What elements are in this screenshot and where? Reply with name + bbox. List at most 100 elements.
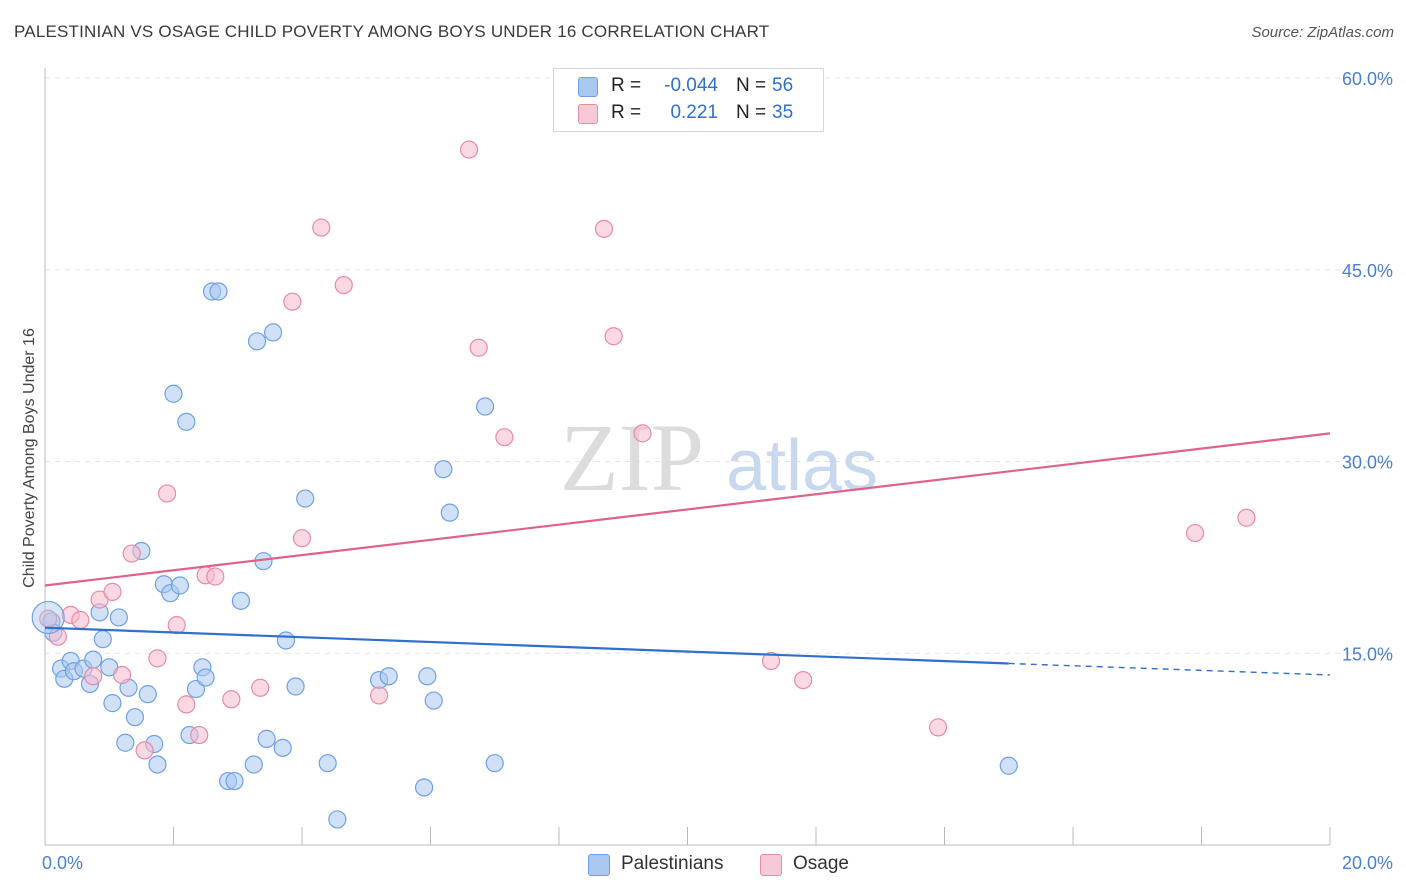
point-osage <box>190 725 209 745</box>
point-palestinians <box>177 412 196 431</box>
point-osage <box>292 529 312 548</box>
point-palestinians <box>84 650 103 669</box>
point-palestinians <box>296 489 315 508</box>
point-palestinians <box>276 631 296 650</box>
point-osage <box>469 338 488 357</box>
point-palestinians <box>116 733 135 752</box>
legend-r-label: R = <box>611 75 642 96</box>
legend-swatch-osage <box>578 104 598 124</box>
data-points <box>31 140 1256 829</box>
point-osage <box>135 741 154 760</box>
y-tick-label: 30.0% <box>1342 453 1393 473</box>
legend-n-label: N = <box>736 102 767 123</box>
point-palestinians <box>286 677 305 696</box>
point-osage <box>370 686 389 705</box>
point-osage <box>1237 508 1256 527</box>
point-palestinians <box>418 667 437 686</box>
point-palestinians <box>414 778 434 797</box>
point-palestinians <box>196 668 215 687</box>
trend-lines <box>44 432 1331 676</box>
point-osage <box>312 218 331 237</box>
point-cluster <box>31 600 65 635</box>
point-osage <box>177 695 196 714</box>
watermark-zip: ZIP <box>560 404 704 511</box>
point-palestinians <box>263 323 283 342</box>
point-osage <box>222 690 241 709</box>
tick-labels: 15.0% 30.0% 45.0% 60.0% 0.0% 20.0% <box>42 69 1393 873</box>
point-palestinians <box>209 282 228 301</box>
legend-n-value: 56 <box>772 75 794 96</box>
y-tick-label: 15.0% <box>1342 644 1393 664</box>
point-palestinians <box>476 397 495 416</box>
point-osage <box>594 219 614 238</box>
correlation-legend: R = -0.044 N = 56 R = 0.221 N = 35 <box>553 68 824 132</box>
chart-title: PALESTINIAN VS OSAGE CHILD POVERTY AMONG… <box>14 22 770 41</box>
axes <box>44 68 1331 846</box>
watermark: ZIP atlas <box>560 404 878 511</box>
point-osage <box>84 667 103 686</box>
series-label-palestinians: Palestinians <box>621 853 724 874</box>
point-palestinians <box>125 708 145 727</box>
point-osage <box>167 616 186 635</box>
point-palestinians <box>440 503 459 522</box>
point-palestinians <box>244 755 263 774</box>
point-palestinians <box>247 332 267 351</box>
point-palestinians <box>93 630 112 649</box>
point-osage <box>761 651 781 671</box>
point-osage <box>251 678 270 697</box>
series-swatch-palestinians <box>588 854 610 876</box>
watermark-atlas: atlas <box>726 426 878 506</box>
point-palestinians <box>424 691 443 710</box>
legend-swatch-palestinians <box>578 77 598 97</box>
legend-r-value: 0.221 <box>670 102 718 123</box>
point-osage <box>334 275 353 295</box>
point-osage <box>206 567 225 586</box>
x-tick-label: 20.0% <box>1342 853 1393 873</box>
series-swatch-osage <box>760 854 782 876</box>
legend-n-label: N = <box>736 75 767 96</box>
point-palestinians <box>138 685 157 704</box>
point-palestinians <box>257 729 276 748</box>
point-osage <box>283 292 302 311</box>
point-palestinians <box>273 738 292 757</box>
grid-lines <box>45 77 1395 654</box>
trend-line-palestinians <box>44 626 1009 665</box>
point-palestinians <box>485 754 504 773</box>
point-osage <box>157 484 177 503</box>
point-palestinians <box>318 754 337 773</box>
point-palestinians <box>148 755 167 774</box>
point-palestinians <box>231 591 251 610</box>
point-palestinians <box>328 810 347 829</box>
point-palestinians <box>170 576 190 595</box>
point-osage <box>122 544 141 563</box>
point-osage <box>1185 523 1205 543</box>
trend-line-osage <box>44 432 1331 587</box>
legend-n-value: 35 <box>772 102 794 123</box>
series-label-osage: Osage <box>793 853 849 874</box>
y-tick-label: 45.0% <box>1342 261 1393 281</box>
point-osage <box>604 327 623 346</box>
point-osage <box>103 582 122 601</box>
point-osage <box>495 428 514 447</box>
point-palestinians <box>379 667 398 686</box>
point-palestinians <box>164 384 183 403</box>
point-osage <box>71 610 90 630</box>
trend-extension-palestinians <box>1008 662 1331 676</box>
point-palestinians <box>434 460 453 479</box>
legend-r-label: R = <box>611 102 642 123</box>
point-palestinians <box>109 608 128 627</box>
point-osage <box>148 649 167 668</box>
point-osage <box>633 424 652 443</box>
point-osage <box>794 670 813 690</box>
point-osage <box>459 140 479 159</box>
point-palestinians <box>103 694 122 713</box>
point-palestinians <box>999 756 1018 775</box>
point-osage <box>112 665 132 685</box>
point-osage <box>928 718 948 737</box>
series-legend: Palestinians Osage <box>588 852 888 878</box>
x-tick-label: 0.0% <box>42 853 83 873</box>
legend-r-value: -0.044 <box>664 75 718 96</box>
point-palestinians <box>225 771 244 791</box>
y-tick-label: 60.0% <box>1342 69 1393 89</box>
